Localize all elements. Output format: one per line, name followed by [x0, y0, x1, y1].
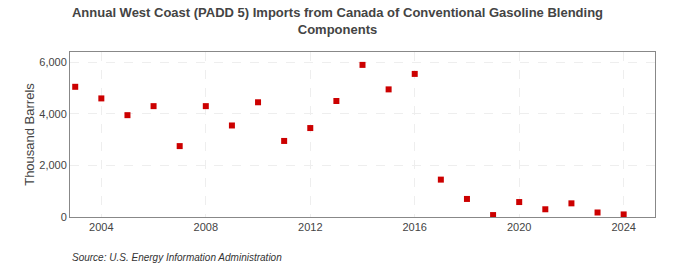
svg-text:2008: 2008: [194, 221, 218, 233]
svg-text:2020: 2020: [507, 221, 531, 233]
svg-text:Annual West Coast (PADD 5) Imp: Annual West Coast (PADD 5) Imports from …: [72, 5, 603, 37]
svg-text:2004: 2004: [89, 221, 113, 233]
svg-text:Thousand Barrels: Thousand Barrels: [22, 83, 37, 186]
svg-text:2,000: 2,000: [39, 159, 67, 171]
svg-text:2012: 2012: [298, 221, 322, 233]
svg-text:Source: U.S. Energy Informatio: Source: U.S. Energy Information Administ…: [72, 252, 282, 263]
svg-text:2016: 2016: [402, 221, 426, 233]
svg-text:2024: 2024: [611, 221, 635, 233]
svg-text:4,000: 4,000: [39, 108, 67, 120]
svg-text:6,000: 6,000: [39, 56, 67, 68]
svg-text:0: 0: [61, 211, 67, 223]
